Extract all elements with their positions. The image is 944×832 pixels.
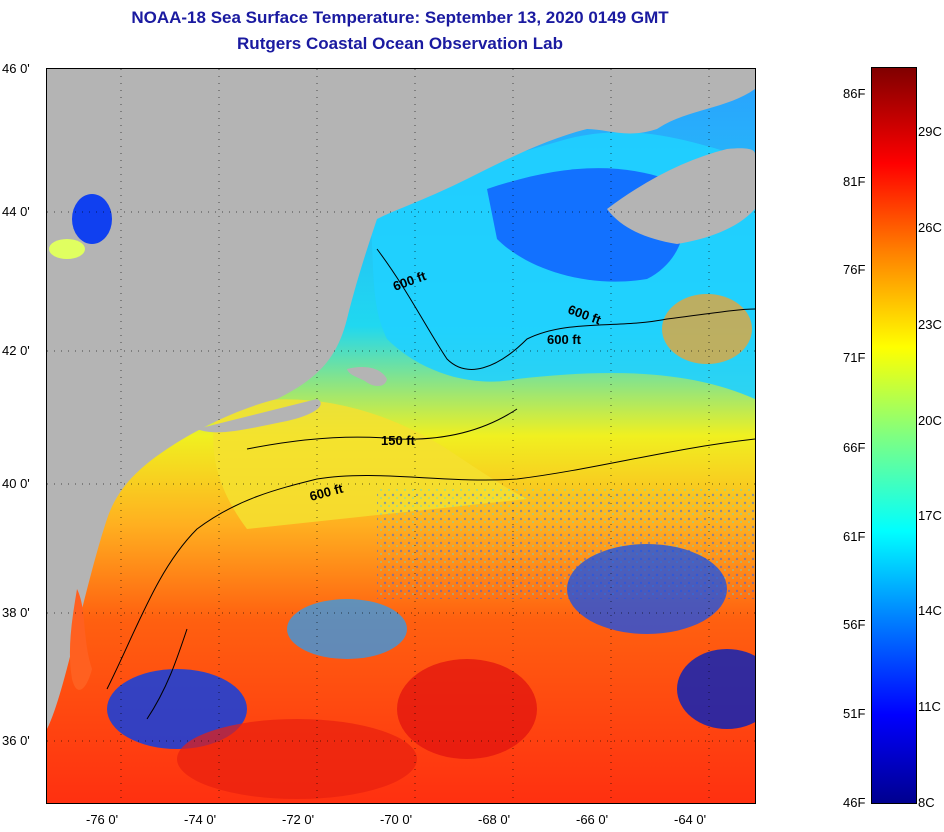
colorbar-c-label: 11C bbox=[918, 699, 941, 714]
lat-label: 36 0' bbox=[2, 733, 30, 748]
colorbar-f-label: 76F bbox=[843, 262, 866, 277]
cape-cod-land bbox=[347, 367, 387, 386]
lat-label: 44 0' bbox=[2, 204, 30, 219]
warm-eddy bbox=[397, 659, 537, 759]
lat-label: 46 0' bbox=[2, 61, 30, 76]
sst-map: 600 ft 600 ft 600 ft 150 ft 600 ft bbox=[46, 68, 756, 804]
contour-label: 150 ft bbox=[381, 433, 416, 448]
contour-label: 600 ft bbox=[547, 332, 582, 347]
land-mass bbox=[47, 69, 755, 729]
colorbar-f-label: 56F bbox=[843, 617, 866, 632]
colorbar-f-label: 51F bbox=[843, 706, 866, 721]
cool-eddy bbox=[287, 599, 407, 659]
colorbar-c-label: 23C bbox=[918, 317, 942, 332]
colorbar-f-label: 61F bbox=[843, 529, 866, 544]
long-island-land bbox=[197, 399, 321, 433]
warm-eddy bbox=[662, 294, 752, 364]
chart-subtitle: Rutgers Coastal Ocean Observation Lab bbox=[237, 34, 563, 53]
contour-150ft bbox=[246, 408, 518, 450]
cold-eddy bbox=[677, 649, 755, 729]
lake-champlain bbox=[72, 194, 112, 244]
lake-patch bbox=[49, 239, 85, 259]
colorbar-f-label: 46F bbox=[843, 795, 866, 810]
lon-label: -64 0' bbox=[674, 812, 707, 827]
warm-eddy bbox=[177, 719, 417, 799]
colorbar-c-label: 20C bbox=[918, 413, 942, 428]
cold-eddy bbox=[107, 669, 247, 749]
lon-label: -74 0' bbox=[184, 812, 217, 827]
contour-line bbox=[146, 628, 188, 720]
colorbar-c-label: 26C bbox=[918, 220, 942, 235]
lon-label: -76 0' bbox=[86, 812, 119, 827]
colorbar-c-label: 17C bbox=[918, 508, 942, 523]
lon-label: -66 0' bbox=[576, 812, 609, 827]
colorbar-c-label: 14C bbox=[918, 603, 942, 618]
lon-label: -72 0' bbox=[282, 812, 315, 827]
lat-label: 38 0' bbox=[2, 605, 30, 620]
colorbar-f-label: 86F bbox=[843, 86, 866, 101]
colorbar-f-label: 71F bbox=[843, 350, 866, 365]
chart-title: NOAA-18 Sea Surface Temperature: Septemb… bbox=[131, 8, 669, 27]
lon-label: -70 0' bbox=[380, 812, 413, 827]
lon-label: -68 0' bbox=[478, 812, 511, 827]
colorbar-f-label: 66F bbox=[843, 440, 866, 455]
sst-map-canvas: 600 ft 600 ft 600 ft 150 ft 600 ft bbox=[47, 69, 755, 803]
lat-label: 42 0' bbox=[2, 343, 30, 358]
contour-600ft bbox=[376, 248, 755, 370]
nova-scotia-land bbox=[607, 148, 755, 244]
chesapeake-bay bbox=[69, 589, 92, 690]
colorbar-c-label: 8C bbox=[918, 795, 935, 810]
cold-eddy bbox=[567, 544, 727, 634]
lat-label: 40 0' bbox=[2, 476, 30, 491]
colorbar-c-label: 29C bbox=[918, 124, 942, 139]
contour-600ft bbox=[106, 438, 755, 690]
temperature-colorbar bbox=[871, 67, 917, 804]
colorbar-f-label: 81F bbox=[843, 174, 866, 189]
